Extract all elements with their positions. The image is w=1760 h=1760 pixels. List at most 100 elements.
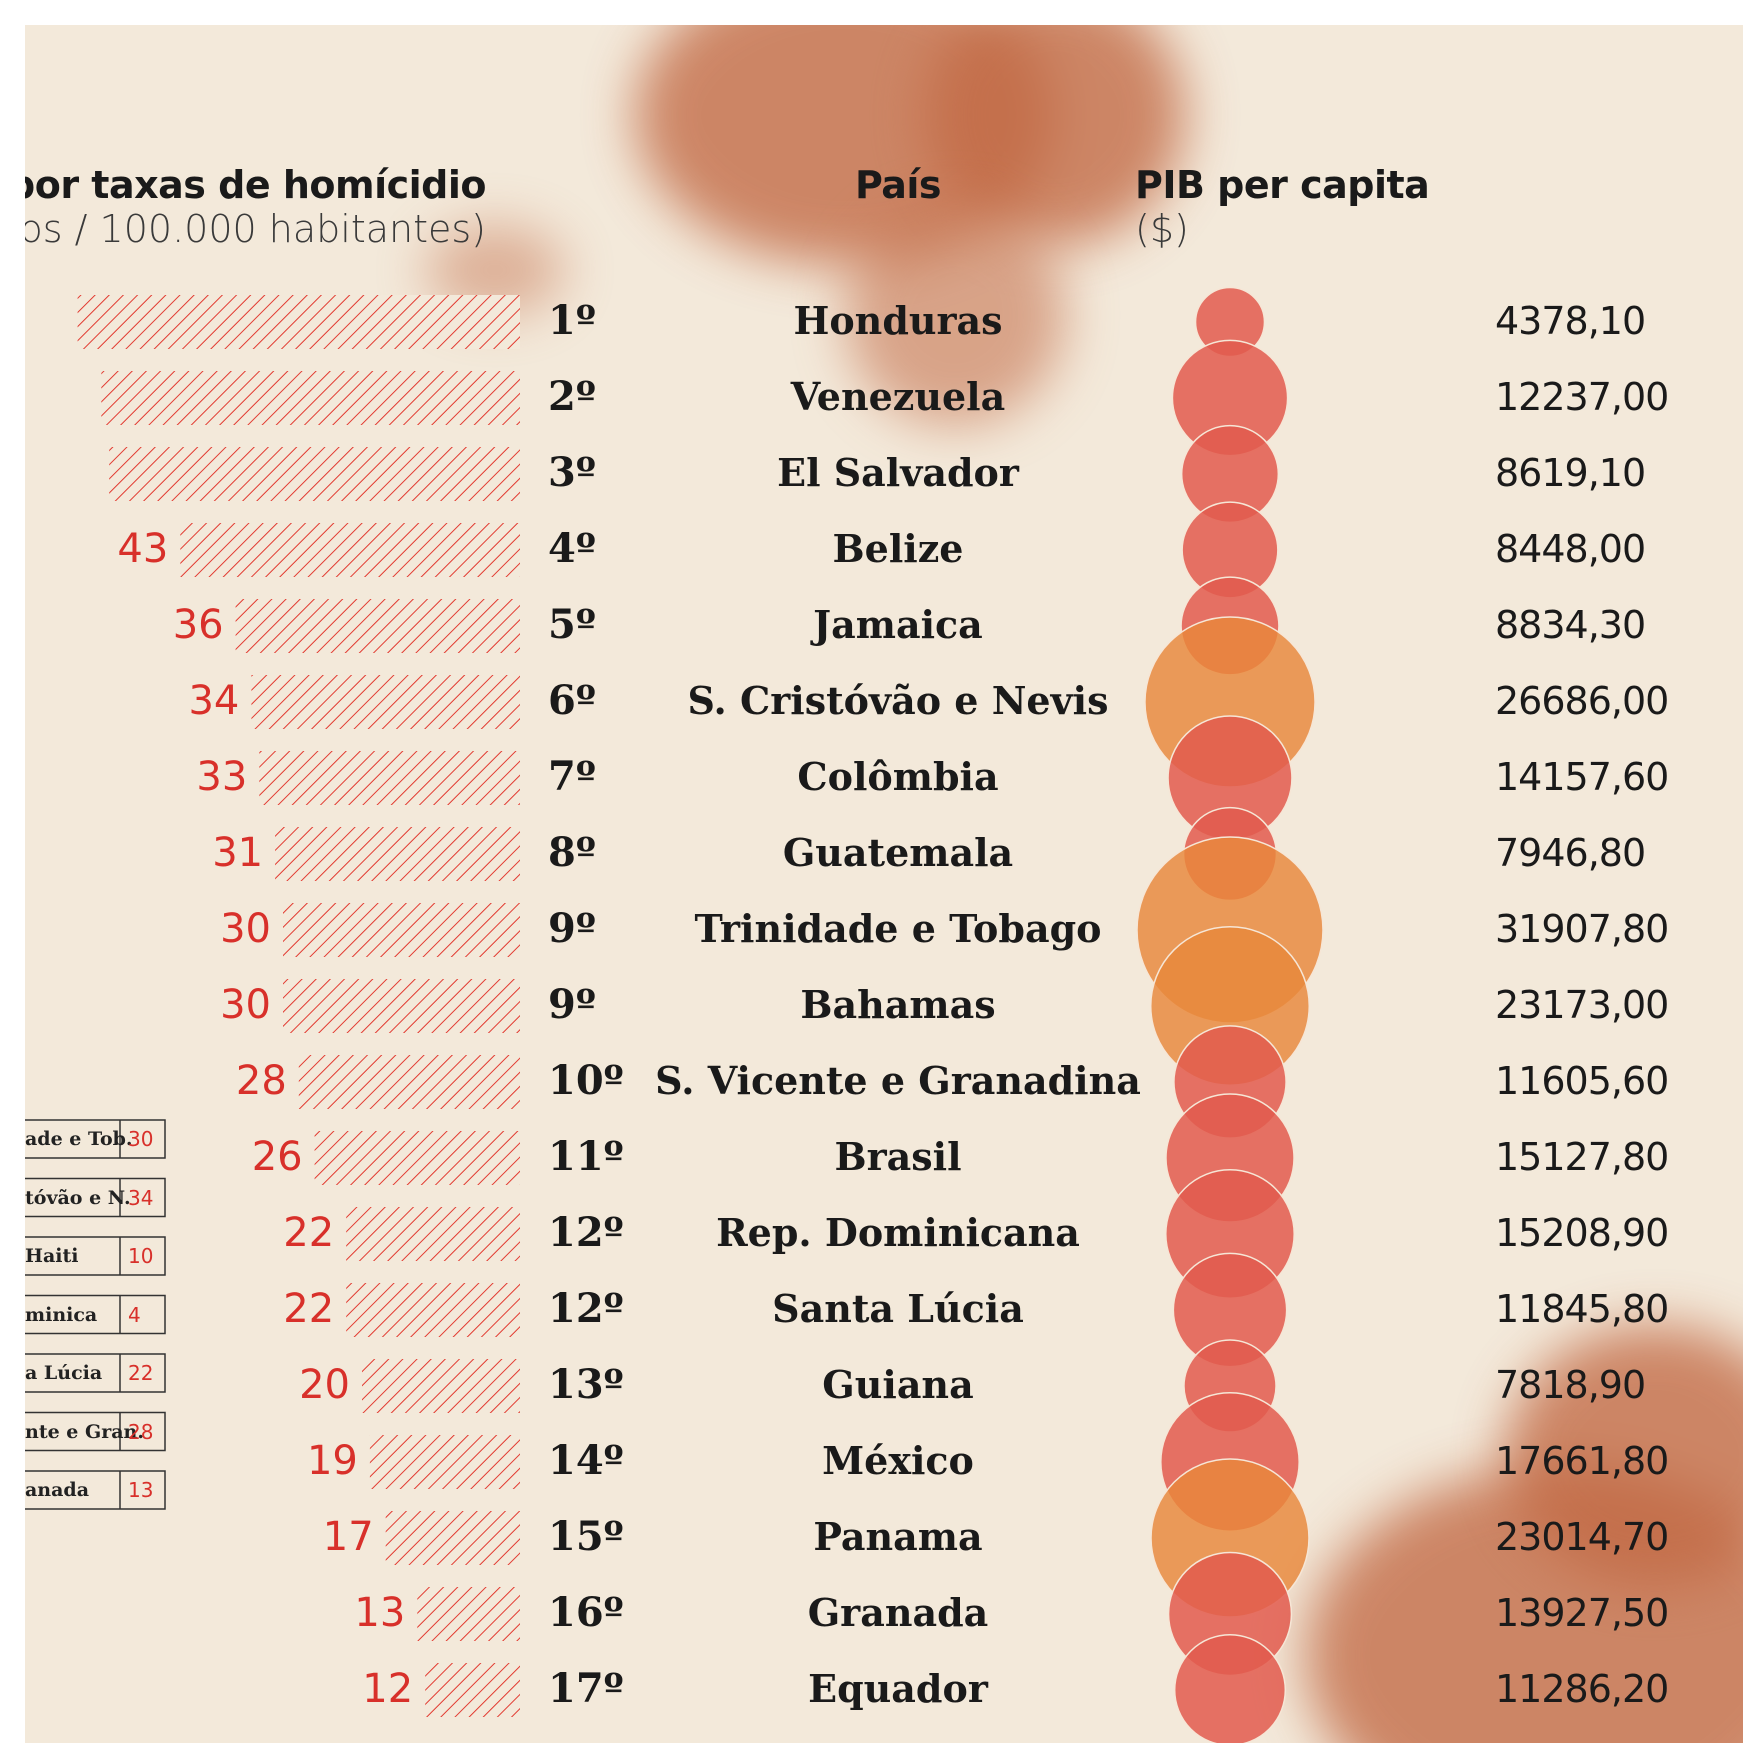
gdp-value: 14157,60: [1495, 755, 1669, 799]
mini-table-value: 30: [128, 1127, 154, 1151]
rate-bar: [314, 1131, 520, 1185]
country-name: Bahamas: [800, 982, 996, 1027]
gdp-value: 15127,80: [1495, 1135, 1669, 1179]
country-name: Guatemala: [782, 830, 1014, 875]
chart-graphics: [25, 286, 1324, 1743]
rank-label: 1º: [548, 297, 596, 344]
gdp-value: 7818,90: [1495, 1363, 1646, 1407]
rank-label: 9º: [548, 905, 596, 952]
rate-bar: [283, 903, 520, 957]
country-name: Santa Lúcia: [772, 1286, 1024, 1331]
country-name: Guiana: [822, 1362, 974, 1407]
gdp-value: 26686,00: [1495, 679, 1669, 723]
rate-bar: [275, 827, 520, 881]
gdp-value: 23014,70: [1495, 1515, 1669, 1559]
country-name: El Salvador: [777, 450, 1019, 495]
gdp-value: 12237,00: [1495, 375, 1669, 419]
mini-table-label: tóvão e N.: [25, 1186, 131, 1209]
country-name: Venezuela: [790, 374, 1006, 419]
gdp-value: 31907,80: [1495, 907, 1669, 951]
mini-table-cell: [25, 1411, 166, 1452]
rate-value-label: 33: [196, 754, 248, 800]
rank-label: 16º: [548, 1589, 624, 1636]
gdp-value: 7946,80: [1495, 831, 1646, 875]
country-name: Colômbia: [797, 754, 999, 799]
mini-table-label: minica: [25, 1303, 98, 1326]
mini-table-value: 28: [128, 1419, 154, 1444]
rate-value-label: 30: [220, 906, 271, 952]
mini-table-label: Haiti: [25, 1245, 79, 1267]
rate-value-label: 22: [283, 1210, 335, 1256]
rate-value-label: 22: [283, 1286, 335, 1332]
mini-table-cell: [25, 1177, 166, 1218]
rank-label: 15º: [548, 1513, 624, 1560]
rate-bar: [77, 295, 520, 349]
rate-bar: [251, 675, 520, 729]
rate-value-label: 26: [251, 1134, 303, 1180]
country-name: Equador: [808, 1666, 988, 1711]
rate-bar: [180, 523, 521, 577]
country-name: Rep. Dominicana: [716, 1210, 1080, 1255]
mini-table-value: 34: [128, 1185, 154, 1210]
gdp-value: 8448,00: [1495, 527, 1646, 571]
country-name: México: [822, 1438, 974, 1483]
gdp-header-unit: ($): [1135, 207, 1189, 251]
rate-bar: [283, 979, 520, 1033]
rank-label: 4º: [548, 525, 596, 572]
rate-bar: [362, 1359, 520, 1413]
country-name: Granada: [807, 1590, 989, 1635]
country-name: Honduras: [793, 298, 1003, 343]
rate-bar: [109, 447, 520, 501]
gdp-value: 4378,10: [1495, 299, 1646, 343]
rate-value-label: 31: [212, 830, 264, 876]
country-name: S. Vicente e Granadina: [655, 1058, 1141, 1103]
mini-table-label: ade e Tob.: [25, 1128, 133, 1150]
country-name: Brasil: [834, 1134, 962, 1179]
rate-header-subtitle: ortos / 100.000 habitantes): [25, 207, 486, 251]
mini-table-cell: [25, 1119, 166, 1159]
rate-value-label: 28: [235, 1058, 287, 1104]
mini-table-value: 4: [128, 1302, 141, 1327]
mini-table-value: 10: [128, 1244, 154, 1268]
rate-value-label: 20: [299, 1362, 350, 1408]
rank-label: 5º: [548, 601, 596, 648]
rank-label: 12º: [548, 1209, 624, 1256]
rate-bar: [235, 599, 520, 653]
rate-bar: [346, 1207, 520, 1261]
rank-label: 10º: [548, 1057, 624, 1104]
gdp-value: 15208,90: [1495, 1211, 1669, 1255]
rate-value-label: 30: [220, 982, 271, 1028]
gdp-value: 11845,80: [1495, 1287, 1669, 1331]
rank-label: 12º: [548, 1285, 624, 1332]
country-name: Belize: [832, 526, 964, 571]
country-name: Panama: [813, 1514, 983, 1559]
infographic-canvas: u por taxas de homícidio ortos / 100.000…: [25, 25, 1743, 1743]
rate-bar: [385, 1511, 520, 1565]
rate-value-label: 17: [322, 1514, 374, 1560]
country-name: Trinidade e Tobago: [694, 906, 1102, 951]
mini-table-cell: [25, 1353, 166, 1393]
gdp-value: 23173,00: [1495, 983, 1669, 1027]
rate-bar: [259, 751, 520, 805]
mini-table-cell: [25, 1294, 166, 1335]
mini-table-value: 22: [128, 1361, 154, 1385]
rate-value-label: 12: [362, 1666, 414, 1712]
rate-value-label: 34: [188, 678, 240, 724]
gdp-header-title: PIB per capita: [1135, 163, 1430, 207]
gdp-bubble: [1173, 1633, 1287, 1743]
rank-label: 6º: [548, 677, 596, 724]
rate-bar: [369, 1435, 520, 1489]
rank-label: 8º: [548, 829, 596, 876]
mini-table-label: anada: [25, 1479, 90, 1501]
rate-value-label: 13: [354, 1590, 406, 1636]
rate-value-label: 43: [117, 526, 169, 572]
rate-bar: [101, 371, 521, 425]
map-blob-mid: [845, 205, 1065, 425]
rank-label: 3º: [548, 449, 596, 496]
map-blob-bottom-right-2: [1505, 1325, 1743, 1585]
rate-bar: [346, 1283, 520, 1337]
rank-label: 9º: [548, 981, 596, 1028]
rate-bar: [298, 1055, 520, 1109]
country-header-title: País: [854, 163, 942, 207]
rank-label: 14º: [548, 1437, 624, 1484]
